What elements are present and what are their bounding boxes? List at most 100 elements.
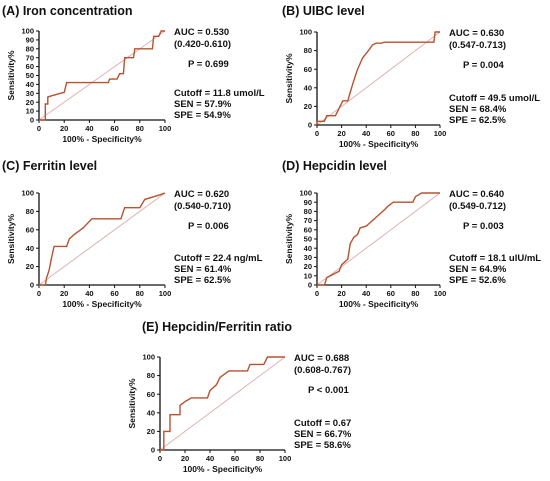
panel-title: (B) UIBC level	[282, 4, 365, 18]
y-tick-label: 60	[26, 62, 34, 71]
y-tick-label: 60	[304, 225, 312, 234]
cutoff-value: Cutoff = 0.67	[294, 418, 351, 429]
p-value: P = 0.006	[188, 221, 229, 232]
x-tick-label: 0	[315, 129, 319, 138]
panel-title: (E) Hepcidin/Ferritin ratio	[142, 320, 292, 334]
y-tick-label: 100	[142, 353, 155, 362]
x-tick-label: 60	[110, 124, 118, 133]
x-tick-label: 100	[434, 289, 447, 298]
y-tick-label: 70	[26, 53, 34, 62]
reference-line	[159, 356, 286, 451]
auc-ci: (0.540-0.710)	[174, 201, 231, 212]
y-tick-label: 100	[299, 28, 312, 37]
auc-value: AUC = 0.640	[449, 189, 504, 200]
x-tick-label: 20	[337, 289, 345, 298]
y-tick-label: 80	[304, 46, 312, 55]
x-tick-label: 60	[110, 289, 118, 298]
auc-value: AUC = 0.630	[449, 28, 504, 39]
y-tick-label: 80	[26, 207, 34, 216]
reference-line	[38, 30, 166, 121]
x-tick-label: 20	[181, 454, 189, 463]
x-axis-label: 100% - Specificity%	[339, 299, 419, 309]
y-tick-label: 30	[26, 89, 34, 98]
sensitivity-value: SEN = 57.9%	[174, 99, 232, 110]
y-tick-label: 20	[304, 102, 312, 111]
x-tick-label: 20	[337, 129, 345, 138]
x-tick-label: 0	[37, 124, 41, 133]
y-tick-label: 0	[308, 121, 312, 130]
y-axis-label: Sensitivity%	[6, 50, 16, 101]
y-axis-label: Sensitivity%	[284, 53, 294, 104]
auc-ci: (0.420-0.610)	[174, 39, 231, 50]
auc-value: AUC = 0.530	[174, 27, 229, 38]
specificity-value: SPE = 62.5%	[174, 275, 231, 286]
y-tick-label: 0	[308, 281, 312, 290]
x-tick-label: 80	[411, 129, 419, 138]
y-tick-label: 0	[151, 446, 155, 455]
y-tick-label: 10	[26, 107, 34, 116]
cutoff-value: Cutoff = 49.5 umol/L	[449, 93, 540, 104]
x-tick-label: 80	[136, 289, 144, 298]
y-axis-label: Sensitivity%	[284, 214, 294, 265]
x-tick-label: 60	[231, 454, 239, 463]
y-tick-label: 100	[21, 189, 34, 198]
y-tick-label: 80	[304, 207, 312, 216]
auc-ci: (0.549-0.712)	[449, 201, 506, 212]
y-tick-label: 20	[26, 98, 34, 107]
roc-curve	[317, 192, 440, 286]
x-tick-label: 0	[37, 289, 41, 298]
y-tick-label: 60	[26, 225, 34, 234]
x-axis-label: 100% - Specificity%	[62, 134, 142, 144]
panel-title: (A) Iron concentration	[2, 4, 133, 18]
panel-title: (D) Hepcidin level	[282, 159, 387, 173]
sensitivity-value: SEN = 64.9%	[449, 264, 507, 275]
p-value: P = 0.699	[188, 59, 229, 70]
y-tick-label: 0	[30, 281, 34, 290]
roc-curve	[39, 30, 165, 121]
auc-ci: (0.608-0.767)	[294, 365, 351, 376]
specificity-value: SPE = 52.6%	[449, 275, 506, 286]
roc-panel: (B) UIBC level 0 20 40 60 80 100 0 20 40 60 80 100 10…	[282, 4, 540, 149]
x-tick-label: 0	[158, 454, 162, 463]
roc-panel: (E) Hepcidin/Ferritin ratio 0 20 40 60 80 100 0…	[127, 320, 352, 474]
x-tick-label: 100	[159, 124, 172, 133]
sensitivity-value: SEN = 66.7%	[294, 429, 352, 440]
roc-curve	[39, 192, 166, 286]
x-tick-label: 40	[85, 289, 93, 298]
y-axis-label: Sensitivity%	[127, 378, 137, 429]
x-tick-label: 80	[136, 124, 144, 133]
y-tick-label: 100	[21, 27, 34, 36]
p-value: P = 0.004	[463, 60, 504, 71]
sensitivity-value: SEN = 68.4%	[449, 104, 507, 115]
reference-line	[316, 31, 441, 126]
roc-curve	[316, 31, 440, 125]
y-tick-label: 50	[26, 71, 34, 80]
y-tick-label: 60	[304, 65, 312, 74]
specificity-value: SPE = 62.5%	[449, 115, 506, 126]
y-tick-label: 70	[304, 216, 312, 225]
x-tick-label: 0	[315, 289, 319, 298]
p-value: P < 0.001	[308, 385, 349, 396]
x-axis-label: 100% - Specificity%	[62, 299, 142, 309]
specificity-value: SPE = 54.9%	[174, 110, 231, 121]
x-tick-label: 20	[60, 124, 68, 133]
roc-panel: (A) Iron concentration010203040506070809…	[2, 4, 265, 144]
y-tick-label: 20	[26, 262, 34, 271]
y-tick-label: 20	[304, 262, 312, 271]
x-tick-label: 100	[434, 129, 447, 138]
p-value: P = 0.003	[463, 221, 504, 232]
specificity-value: SPE = 58.6%	[294, 440, 351, 451]
auc-value: AUC = 0.688	[294, 353, 349, 364]
x-axis-label: 100% - Specificity%	[183, 464, 263, 474]
y-tick-label: 80	[147, 371, 155, 380]
roc-curve	[160, 356, 285, 451]
x-tick-label: 40	[85, 124, 93, 133]
auc-value: AUC = 0.620	[174, 189, 229, 200]
x-axis-label: 100% - Specificity%	[339, 139, 419, 149]
y-tick-label: 90	[26, 36, 34, 45]
panel-title: (C) Ferritin level	[2, 159, 97, 173]
auc-ci: (0.547-0.713)	[449, 40, 506, 51]
